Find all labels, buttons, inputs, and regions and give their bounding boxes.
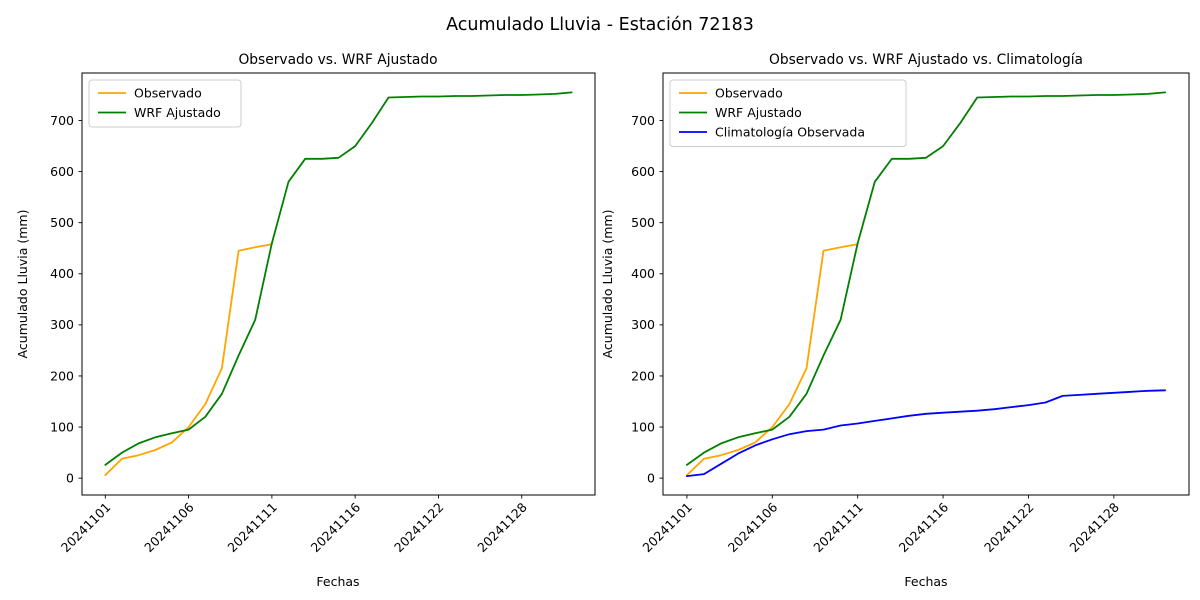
x-tick-label: 20241101	[639, 500, 695, 556]
right-plot-area: 0 100 200 300 400 500 600 700 20241101 20241106 20…	[631, 72, 1190, 556]
legend-box	[88, 79, 242, 128]
y-tick-label: 400	[50, 266, 74, 281]
axes-spines	[662, 72, 1190, 496]
x-tick-label: 20241101	[58, 500, 114, 556]
y-tick-label: 0	[647, 470, 655, 485]
y-tick-label: 100	[631, 419, 655, 434]
series-line-wrf-ajustado	[104, 91, 573, 466]
left-chart: Observado vs. WRF Ajustado Acumulado Llu…	[15, 52, 596, 589]
legend-box	[669, 79, 907, 147]
legend: Observado WRF Ajustado Climatología Observ…	[669, 79, 907, 147]
right-chart: Observado vs. WRF Ajustado vs. Climatolo…	[600, 52, 1190, 589]
x-tick-label: 20241116	[896, 499, 952, 555]
y-tick-label: 100	[50, 419, 74, 434]
y-tick-label: 200	[631, 368, 655, 383]
right-y-axis-label: Acumulado Lluvia (mm)	[600, 210, 615, 359]
axes-spines	[81, 72, 596, 496]
series-line-observado	[104, 243, 273, 477]
y-tick-label: 300	[50, 317, 74, 332]
left-x-axis-label: Fechas	[316, 574, 359, 589]
figure-title: Acumulado Lluvia - Estación 72183	[446, 15, 754, 35]
x-tick-label: 20241106	[141, 499, 197, 555]
legend-label: Observado	[134, 85, 202, 100]
right-x-axis-label: Fechas	[904, 574, 947, 589]
legend-label: Observado	[715, 85, 783, 100]
y-tick-label: 400	[631, 266, 655, 281]
left-plot-area: 0 100 200 300 400 500 600 700 20241101 20241106 20…	[50, 72, 596, 556]
legend-label: WRF Ajustado	[134, 105, 221, 120]
x-tick-label: 20241116	[308, 499, 364, 555]
left-y-axis-label: Acumulado Lluvia (mm)	[15, 210, 30, 359]
x-tick-label: 20241128	[1066, 499, 1122, 555]
series-line-observado	[686, 243, 859, 477]
y-tick-label: 500	[50, 215, 74, 230]
x-tick-label: 20241128	[474, 499, 530, 555]
y-tick-label: 600	[631, 164, 655, 179]
series-line-climatolog-a-observada	[686, 389, 1166, 478]
legend-label: Climatología Observada	[715, 124, 865, 139]
y-tick-label: 600	[50, 164, 74, 179]
x-tick-label: 20241106	[725, 499, 781, 555]
series-line-wrf-ajustado	[686, 91, 1166, 466]
x-tick-label: 20241111	[224, 500, 280, 556]
y-tick-label: 500	[631, 215, 655, 230]
right-chart-title: Observado vs. WRF Ajustado vs. Climatolo…	[769, 52, 1083, 68]
y-tick-label: 700	[631, 113, 655, 128]
x-tick-label: 20241122	[981, 500, 1037, 556]
legend-label: WRF Ajustado	[715, 105, 802, 120]
x-tick-label: 20241122	[391, 500, 447, 556]
y-tick-label: 700	[50, 113, 74, 128]
left-chart-title: Observado vs. WRF Ajustado	[238, 52, 437, 68]
y-tick-label: 0	[66, 470, 74, 485]
x-tick-label: 20241111	[810, 500, 866, 556]
y-tick-label: 200	[50, 368, 74, 383]
y-tick-label: 300	[631, 317, 655, 332]
legend: Observado WRF Ajustado	[88, 79, 242, 128]
